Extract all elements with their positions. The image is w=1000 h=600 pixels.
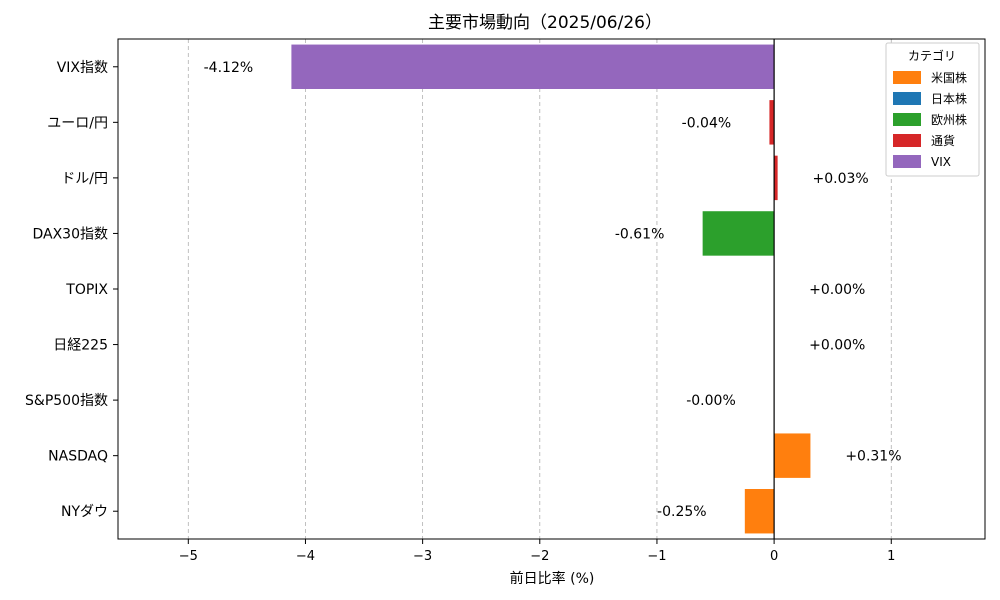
category-label: 日経225 bbox=[53, 338, 108, 354]
x-tick-label: −4 bbox=[296, 549, 315, 564]
legend-entry-label: 米国株 bbox=[931, 70, 967, 85]
legend-swatch bbox=[893, 155, 921, 168]
category-label: VIX指数 bbox=[57, 60, 108, 76]
value-label: +0.00% bbox=[809, 338, 865, 354]
bar bbox=[744, 489, 775, 534]
category-label: NYダウ bbox=[61, 504, 108, 520]
value-label: -0.61% bbox=[615, 226, 665, 242]
value-label: -0.04% bbox=[682, 115, 732, 131]
legend-entry-label: 欧州株 bbox=[931, 112, 967, 127]
legend-title: カテゴリ bbox=[908, 48, 956, 63]
legend-swatch bbox=[893, 113, 921, 126]
value-label: +0.03% bbox=[813, 171, 869, 187]
x-tick-label: −5 bbox=[179, 549, 198, 564]
x-axis-label: 前日比率 (%) bbox=[510, 570, 595, 587]
bar bbox=[774, 155, 778, 201]
legend-swatch bbox=[893, 71, 921, 84]
category-label: ドル/円 bbox=[61, 171, 108, 187]
chart-title: 主要市場動向（2025/06/26） bbox=[428, 13, 662, 33]
x-tick-label: −3 bbox=[413, 549, 432, 564]
value-label: -0.25% bbox=[657, 504, 707, 520]
x-tick-label: 0 bbox=[770, 549, 778, 564]
category-label: TOPIX bbox=[65, 282, 108, 298]
bars bbox=[291, 44, 811, 534]
value-label: +0.00% bbox=[809, 282, 865, 298]
bar bbox=[769, 100, 775, 145]
category-label: ユーロ/円 bbox=[47, 115, 108, 131]
value-label: +0.31% bbox=[845, 449, 901, 465]
legend-entry-label: 通貨 bbox=[931, 133, 955, 148]
category-label: NASDAQ bbox=[48, 449, 108, 465]
x-axis-ticks: −5 −4 −3 −2 −1 0 1 bbox=[179, 539, 895, 564]
legend-swatch bbox=[893, 92, 921, 105]
bar bbox=[774, 433, 811, 478]
x-tick-label: 1 bbox=[887, 549, 895, 564]
y-axis-ticks: NYダウ NASDAQ S&P500指数 日経225 TOPIX DAX30指数 ドル/円 ユ… bbox=[25, 60, 118, 520]
x-tick-label: −2 bbox=[530, 549, 549, 564]
legend-entry-label: VIX bbox=[931, 155, 951, 169]
x-tick-label: −1 bbox=[647, 549, 666, 564]
bar bbox=[291, 44, 775, 89]
bar bbox=[702, 211, 775, 256]
legend-swatch bbox=[893, 134, 921, 147]
category-label: DAX30指数 bbox=[32, 226, 108, 242]
value-labels: -0.25% +0.31% -0.00% +0.00% +0.00% -0.61% +0.0… bbox=[204, 60, 902, 520]
value-label: -4.12% bbox=[204, 60, 254, 76]
category-label: S&P500指数 bbox=[25, 393, 108, 409]
value-label: -0.00% bbox=[686, 393, 736, 409]
legend-entry-label: 日本株 bbox=[931, 91, 967, 106]
